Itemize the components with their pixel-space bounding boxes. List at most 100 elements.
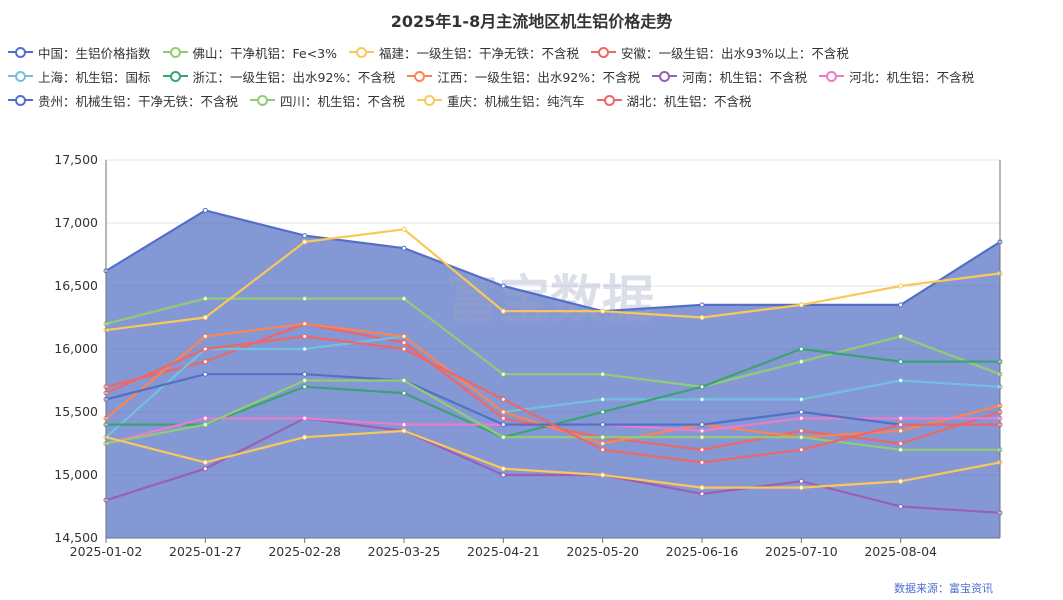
data-point: [500, 396, 506, 402]
legend-marker-icon: [417, 94, 443, 106]
data-point: [302, 321, 308, 327]
series-line-6: [105, 322, 1001, 445]
data-point: [798, 434, 804, 440]
data-point: [202, 333, 208, 339]
legend-item[interactable]: 河南：机生铝：不含税: [652, 67, 807, 86]
data-point: [798, 346, 804, 352]
data-point: [500, 415, 506, 421]
data-point: [898, 504, 904, 509]
legend-item[interactable]: 上海：机生铝：国标: [8, 67, 151, 86]
chart-title: 2025年1-8月主流地区机生铝价格走势: [390, 12, 673, 31]
data-point: [798, 447, 804, 453]
data-point: [898, 428, 904, 434]
data-point: [202, 459, 208, 465]
series-line-0: [105, 209, 1001, 313]
legend-item[interactable]: 安徽：一级生铝：出水93%以上：不含税: [591, 43, 849, 62]
legend-label: 河北：机生铝：不含税: [849, 69, 975, 85]
data-point: [401, 333, 407, 339]
data-point: [202, 371, 208, 377]
legend-item[interactable]: 福建：一级生铝：干净无铁：不含税: [349, 43, 579, 62]
x-tick-label: 2025-01-27: [169, 544, 242, 559]
legend-item[interactable]: 贵州：机械生铝：干净无铁：不含税: [8, 91, 238, 110]
data-point: [798, 409, 804, 415]
data-point: [302, 384, 308, 390]
series-line-7: [105, 417, 1001, 514]
legend-item[interactable]: 重庆：机械生铝：纯汽车: [417, 91, 585, 110]
x-tick-label: 2025-05-20: [566, 544, 639, 559]
legend-marker-icon: [162, 70, 188, 82]
legend-label: 上海：机生铝：国标: [38, 69, 151, 85]
data-point: [302, 239, 308, 245]
y-tick-label: 14,500: [54, 530, 98, 545]
data-point: [302, 346, 308, 352]
data-point: [798, 359, 804, 365]
x-tick-label: 2025-02-28: [268, 544, 341, 559]
data-point: [500, 434, 506, 440]
data-point: [202, 422, 208, 428]
data-point: [898, 441, 904, 446]
data-point: [401, 378, 407, 383]
data-point: [600, 396, 606, 402]
legend-marker-icon: [250, 94, 276, 106]
data-point: [202, 296, 208, 302]
series-line-4: [105, 335, 1001, 439]
legend-item[interactable]: 佛山：干净机铝：Fe<3%: [162, 43, 337, 62]
data-point: [202, 466, 208, 472]
legend-marker-icon: [8, 70, 33, 82]
data-point: [699, 428, 705, 434]
data-point: [500, 308, 506, 314]
data-point: [898, 378, 904, 383]
legend-row: 贵州：机械生铝：干净无铁：不含税 四川：机生铝：不含税 重庆：机械生铝：纯汽车 湖北：…: [8, 88, 1063, 112]
x-tick-label: 2025-06-16: [666, 544, 739, 559]
legend-item[interactable]: 江西：一级生铝：出水92%：不含税: [407, 67, 640, 86]
legend-label: 浙江：一级生铝：出水92%：不含税: [192, 69, 396, 85]
data-point: [500, 472, 506, 478]
legend-marker-icon: [652, 70, 678, 82]
data-point: [500, 422, 506, 428]
legend-item[interactable]: 浙江：一级生铝：出水92%：不含税: [162, 67, 396, 86]
data-point: [898, 302, 904, 308]
legend-row: 中国：生铝价格指数 佛山：干净机铝：Fe<3% 福建：一级生铝：干净无铁：不含税 安徽…: [8, 40, 1063, 64]
legend-label: 湖北：机生铝：不含税: [626, 93, 752, 109]
legend-row: 上海：机生铝：国标 浙江：一级生铝：出水92%：不含税 江西：一级生铝：出水92%：…: [8, 64, 1063, 88]
legend-label: 四川：机生铝：不含税: [280, 93, 406, 109]
data-point: [699, 315, 705, 320]
legend-label: 福建：一级生铝：干净无铁：不含税: [379, 45, 580, 61]
data-point: [600, 409, 606, 415]
x-tick-label: 2025-01-02: [70, 544, 143, 559]
data-point: [798, 302, 804, 308]
data-point: [302, 415, 308, 421]
series-line-2: [105, 228, 1001, 332]
legend-item[interactable]: 河北：机生铝：不含税: [819, 67, 974, 86]
data-point: [699, 491, 705, 497]
data-point: [202, 346, 208, 352]
data-point: [202, 315, 208, 320]
y-tick-label: 16,500: [54, 278, 98, 293]
data-point: [798, 415, 804, 421]
data-point: [401, 390, 407, 396]
data-point: [699, 422, 705, 428]
data-point: [898, 447, 904, 453]
legend-marker-icon: [349, 46, 375, 58]
data-point: [898, 359, 904, 365]
legend-marker-icon: [407, 70, 433, 82]
data-point: [401, 296, 407, 302]
data-point: [202, 359, 208, 365]
data-point: [500, 466, 506, 472]
legend-item[interactable]: 湖北：机生铝：不含税: [596, 91, 752, 110]
series-line-1: [105, 297, 1001, 388]
data-point: [898, 333, 904, 339]
data-point: [401, 226, 407, 232]
legend-item[interactable]: 中国：生铝价格指数: [8, 43, 151, 62]
data-point: [600, 447, 606, 453]
data-point: [699, 302, 705, 308]
data-point: [898, 478, 904, 484]
legend-marker-icon: [162, 46, 188, 58]
legend-item[interactable]: 四川：机生铝：不含税: [250, 91, 405, 110]
data-point: [401, 340, 407, 346]
y-tick-label: 15,000: [54, 467, 98, 482]
legend-label: 贵州：机械生铝：干净无铁：不含税: [38, 93, 239, 109]
data-point: [302, 296, 308, 302]
legend-label: 重庆：机械生铝：纯汽车: [447, 93, 585, 109]
